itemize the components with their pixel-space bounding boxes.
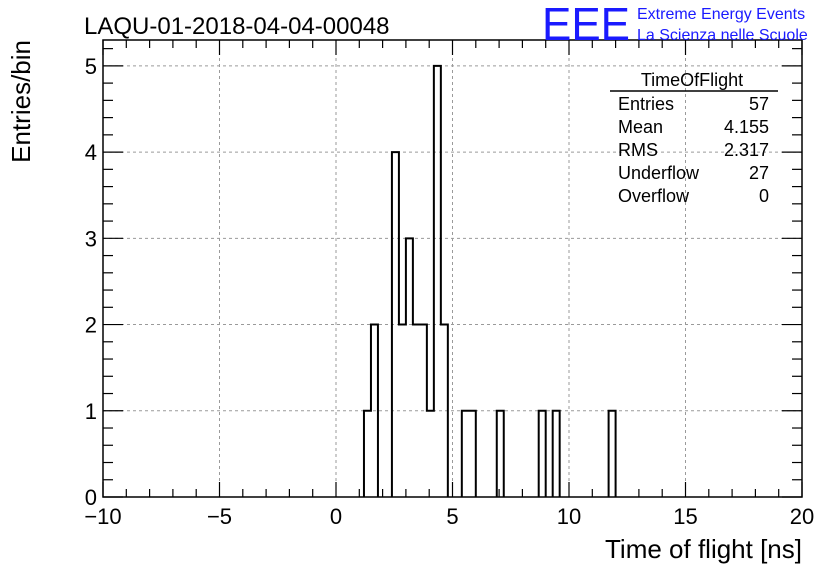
stats-label-entries: Entries (618, 94, 674, 114)
x-tick-label: 5 (446, 504, 458, 529)
y-tick-label: 5 (85, 54, 97, 79)
x-tick-label: 0 (330, 504, 342, 529)
x-tick-label: −5 (207, 504, 232, 529)
histogram-bar (460, 409, 477, 497)
histogram-bar (607, 409, 617, 497)
logo-mark: EEE (542, 0, 630, 50)
stats-title: TimeOfFlight (641, 70, 743, 90)
x-tick-label: 20 (790, 504, 814, 529)
tick-labels: −10 −5 0 5 10 15 20 0 1 2 3 4 5 (84, 54, 814, 529)
tick-marks (102, 40, 803, 498)
stats-box: TimeOfFlight Entries 57 Mean 4.155 RMS 2… (610, 70, 778, 206)
y-tick-label: 3 (85, 226, 97, 251)
stats-value-underflow: 27 (749, 163, 769, 183)
x-tick-label: 15 (673, 504, 697, 529)
histogram-bar (537, 409, 547, 497)
stats-label-underflow: Underflow (618, 163, 700, 183)
histogram-bars (362, 64, 617, 497)
x-tick-label: 10 (557, 504, 581, 529)
stats-label-rms: RMS (618, 140, 658, 160)
stats-value-rms: 2.317 (724, 140, 769, 160)
y-axis-title: Entries/bin (6, 40, 36, 163)
y-tick-label: 0 (85, 485, 97, 510)
stats-value-mean: 4.155 (724, 117, 769, 137)
grid-lines (103, 40, 802, 497)
x-tick-label: −10 (84, 504, 121, 529)
histogram-bar (495, 409, 505, 497)
histogram-bar (390, 64, 449, 497)
histogram-bar (362, 323, 379, 497)
chart-title: LAQU-01-2018-04-04-00048 (84, 13, 390, 40)
stats-value-overflow: 0 (759, 186, 769, 206)
stats-label-overflow: Overflow (618, 186, 690, 206)
y-tick-label: 2 (85, 313, 97, 338)
y-tick-label: 1 (85, 399, 97, 424)
logo: EEE Extreme Energy Events La Scienza nel… (542, 0, 808, 50)
x-axis-title: Time of flight [ns] (605, 534, 802, 564)
stats-value-entries: 57 (749, 94, 769, 114)
stats-label-mean: Mean (618, 117, 663, 137)
logo-line-1: Extreme Energy Events (637, 6, 805, 23)
logo-line-2: La Scienza nelle Scuole (637, 27, 808, 44)
y-tick-label: 4 (85, 140, 97, 165)
histogram-bar (551, 409, 561, 497)
